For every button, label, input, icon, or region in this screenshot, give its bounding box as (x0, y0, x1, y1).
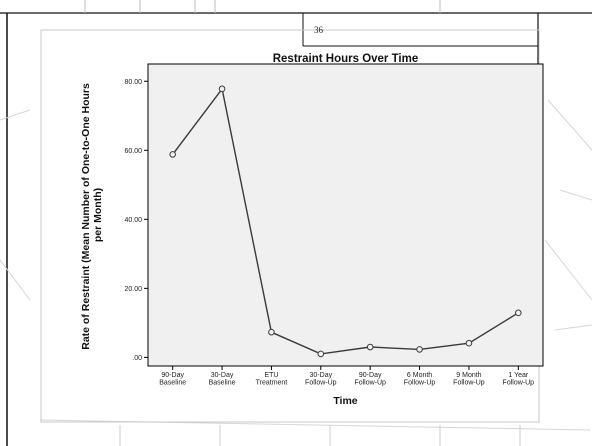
x-tick-label: 90-Day Follow-Up (354, 372, 386, 387)
x-tick-label: 30-Day Baseline (209, 372, 236, 387)
y-tick-label: .00 (132, 355, 142, 362)
y-tick-label: 20.00 (124, 286, 142, 293)
x-axis-title: Time (333, 395, 357, 407)
x-tick-label: 6 Month Follow-Up (404, 372, 436, 387)
data-point (169, 151, 176, 158)
y-axis-title-line-2: per Month) (92, 188, 104, 242)
x-tick-label: 90-Day Baseline (159, 372, 186, 387)
series-line (169, 85, 522, 358)
page-number: 36 (314, 25, 323, 35)
y-axis: .00 20.00 40.00 60.00 80.00 (124, 79, 148, 362)
data-point (218, 85, 226, 93)
data-point (515, 309, 522, 317)
plot-area (147, 63, 544, 367)
data-point (366, 343, 374, 351)
y-tick-label: 80.00 (124, 79, 142, 86)
data-point (317, 350, 325, 358)
x-tick-label: 1 Year Follow-Up (503, 372, 535, 387)
data-point (465, 339, 473, 347)
y-axis-title: Rate of Restraint (Mean Number of One-to… (80, 80, 104, 350)
y-tick-label: 60.00 (124, 148, 142, 155)
x-axis: 90-Day Baseline 30-Day Baseline ETU Treatment… (159, 366, 534, 387)
data-point (416, 346, 423, 353)
x-tick-label: ETU Treatment (256, 372, 288, 387)
series-path (172, 87, 519, 355)
chart-title: Restraint Hours Over Time (273, 53, 419, 65)
y-axis-title-line-1: Rate of Restraint (Mean Number of One-to… (80, 83, 92, 350)
data-point (268, 328, 275, 336)
y-tick-label: 40.00 (124, 217, 142, 224)
x-tick-label: 30-Day Follow-Up (305, 372, 337, 387)
x-tick-label: 9 Month Follow-Up (453, 372, 485, 387)
